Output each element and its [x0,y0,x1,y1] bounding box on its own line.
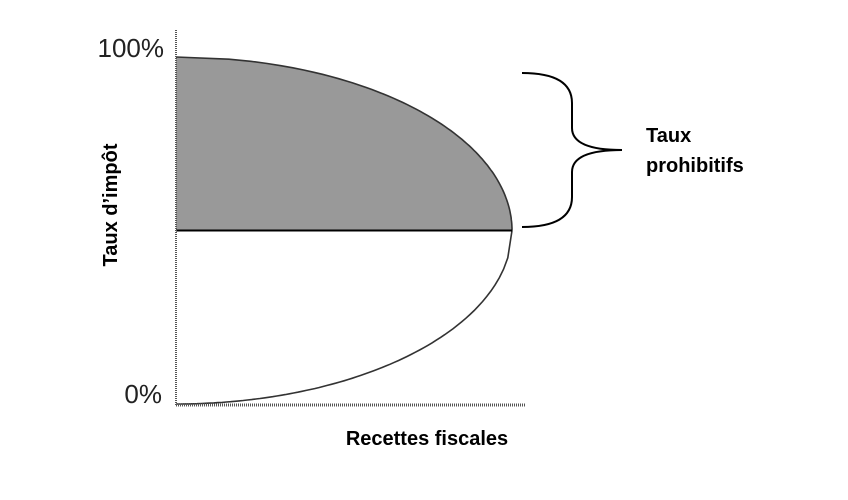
x-axis-title: Recettes fiscales [346,428,508,450]
y-axis-title: Taux d’impôt [100,143,122,266]
prohibitive-rates-shaded-area [176,57,512,231]
y-tick-label-bottom: 0% [124,379,162,409]
annotation-label-line2: prohibitifs [646,155,744,177]
curly-brace-icon [521,72,623,228]
annotation-label-line1: Taux [646,125,691,147]
y-tick-label-top: 100% [98,33,165,63]
laffer-curve-lower-branch [176,230,513,405]
laffer-curve-upper-branch [175,56,513,231]
